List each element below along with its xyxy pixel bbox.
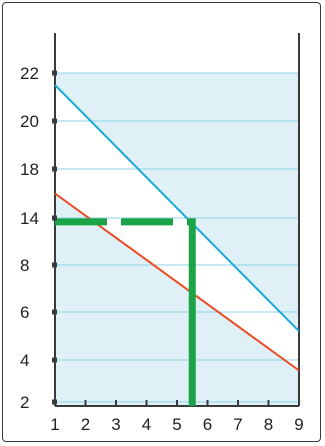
x-tick-label-5: 5 <box>172 415 181 434</box>
y-tick-label-8: 8 <box>20 256 29 275</box>
y-tick-label-18: 18 <box>20 160 39 179</box>
y-tick-label-20: 20 <box>20 112 39 131</box>
x-tick-label-7: 7 <box>233 415 242 434</box>
y-tick-mark-6 <box>52 309 57 315</box>
y-tick-label-4: 4 <box>20 351 29 370</box>
y-tick-mark-8 <box>52 262 57 268</box>
y-tick-label-2: 2 <box>20 393 29 412</box>
x-tick-label-9: 9 <box>294 415 303 434</box>
y-tick-mark-20 <box>52 118 57 124</box>
x-tick-label-3: 3 <box>111 415 120 434</box>
y-tick-mark-18 <box>52 166 57 172</box>
y-tick-mark-22 <box>52 70 57 76</box>
y-tick-label-22: 22 <box>20 64 39 83</box>
y-tick-mark-14 <box>52 215 57 221</box>
x-tick-label-6: 6 <box>203 415 212 434</box>
y-tick-label-6: 6 <box>20 303 29 322</box>
y-tick-label-14: 14 <box>20 209 39 228</box>
series-upper-line <box>54 84 300 332</box>
x-tick-label-4: 4 <box>142 415 151 434</box>
y-tick-mark-4 <box>52 357 57 363</box>
x-tick-label-2: 2 <box>81 415 90 434</box>
x-tick-label-8: 8 <box>264 415 273 434</box>
shaded-region-upper <box>55 73 299 332</box>
shaded-region-lower <box>55 193 299 406</box>
x-tick-label-1: 1 <box>50 415 59 434</box>
